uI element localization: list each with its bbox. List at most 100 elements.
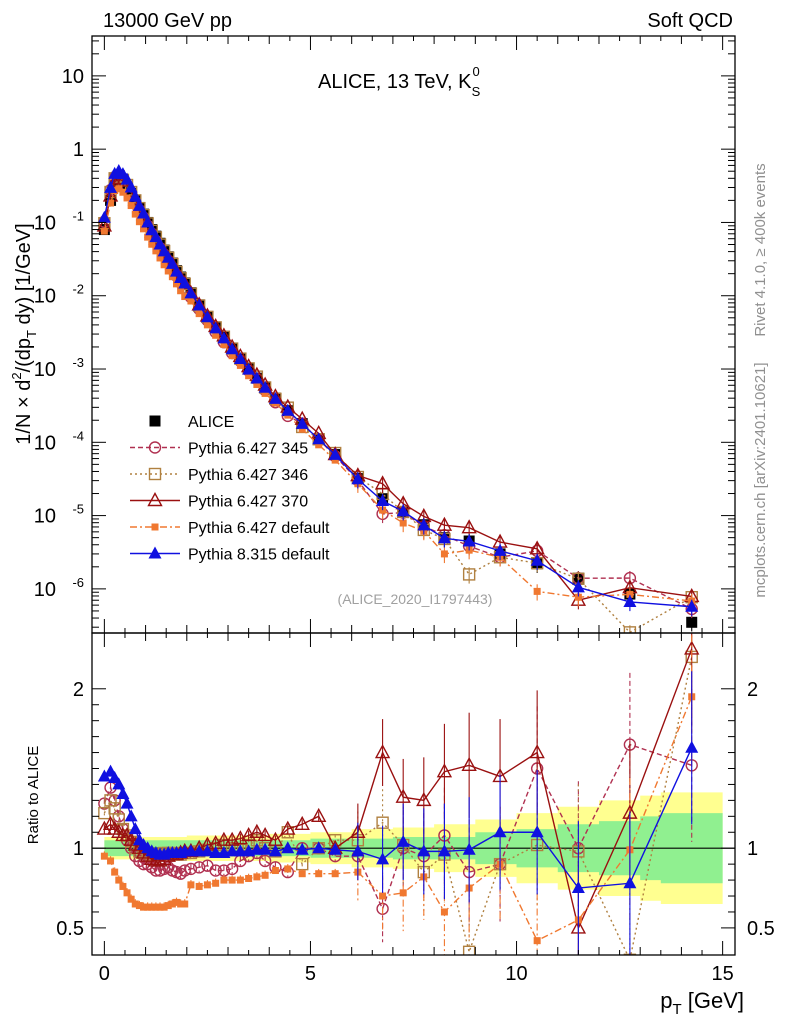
ratio-point <box>225 862 239 876</box>
main-point <box>137 206 151 219</box>
ratio-point <box>417 844 431 857</box>
main-point <box>203 321 211 329</box>
main-point <box>253 380 261 388</box>
main-point <box>281 403 295 416</box>
ratio-point <box>124 809 138 822</box>
legend-label: Pythia 6.427 370 <box>188 494 308 511</box>
ratio-point <box>168 900 176 908</box>
main-point <box>315 441 323 449</box>
rivet-version-label: Rivet 4.1.0, ≥ 400k events <box>752 163 769 336</box>
main-point <box>181 293 189 301</box>
legend-label: Pythia 6.427 345 <box>188 441 308 458</box>
main-point <box>236 361 244 369</box>
main-point <box>209 321 223 334</box>
legend-marker <box>151 523 159 531</box>
ratio-point <box>416 791 432 807</box>
ratio-point <box>249 823 265 838</box>
ratio-point <box>96 820 113 835</box>
main-point <box>148 240 156 248</box>
main-point <box>217 331 231 344</box>
ratio-point <box>294 815 310 830</box>
main-point <box>225 342 239 355</box>
main-point <box>178 276 192 289</box>
ratio-point <box>140 903 148 911</box>
ratio-point <box>258 842 272 855</box>
main-point <box>268 391 282 404</box>
ratio-point <box>184 844 198 857</box>
main-point <box>135 218 143 226</box>
ratio-point <box>571 881 585 894</box>
main-point <box>295 416 309 429</box>
main-point <box>462 568 476 581</box>
ratio-point <box>148 903 156 911</box>
ratio-y-tick-label: 1 <box>73 838 84 860</box>
main-point <box>623 594 637 607</box>
ratio-point <box>228 876 236 884</box>
ratio-point <box>233 844 247 857</box>
main-point <box>250 371 264 384</box>
ratio-point <box>172 898 180 906</box>
main-point <box>141 215 155 228</box>
ratio-point <box>112 777 126 790</box>
main-point <box>212 331 220 339</box>
main-point <box>233 351 247 364</box>
main-point <box>121 181 133 193</box>
ratio-series-group <box>96 633 700 955</box>
ratio-series-3 <box>96 633 700 955</box>
ratio-point <box>530 825 544 838</box>
main-point <box>440 550 448 558</box>
ratio-point <box>115 876 123 884</box>
analysis-id-watermark: (ALICE_2020_I1797443) <box>338 591 493 607</box>
ratio-point <box>461 756 477 772</box>
main-point <box>97 210 111 223</box>
legend: ALICE Pythia 6.427 345 Pythia 6.427 346 Pyt… <box>130 414 330 564</box>
legend-marker <box>149 415 161 427</box>
ratio-point <box>268 844 282 857</box>
ratio-point <box>462 842 476 855</box>
main-series-line <box>103 175 693 610</box>
ratio-point <box>200 844 214 857</box>
main-point <box>172 280 180 288</box>
ratio-point <box>181 900 189 908</box>
ratio-point <box>216 831 232 846</box>
main-point <box>192 298 206 311</box>
ratio-point <box>177 900 185 908</box>
mcplots-reference-label: mcplots.cern.ch [arXiv:2401.10621] <box>752 362 769 597</box>
ratio-point <box>192 844 206 857</box>
ratio-point <box>164 902 172 910</box>
ratio-x-tick-label: 10 <box>505 963 527 985</box>
ratio-point <box>462 945 476 955</box>
ratio-point <box>253 873 261 881</box>
ratio-point <box>209 845 223 858</box>
ratio-point <box>152 852 168 867</box>
main-point <box>376 494 390 507</box>
ratio-point <box>123 889 131 897</box>
main-point <box>399 519 407 527</box>
legend-marker <box>148 546 162 559</box>
ratio-point <box>258 854 272 868</box>
ratio-point <box>331 870 339 878</box>
main-series-3 <box>96 170 700 610</box>
ratio-series-line <box>103 743 692 911</box>
main-y-tick-label: 10 -3 <box>34 355 84 381</box>
legend-label: Pythia 6.427 346 <box>188 467 308 484</box>
main-point <box>686 616 698 628</box>
legend-label: Pythia 8.315 default <box>188 547 330 564</box>
main-title: ALICE, 13 TeV, K0 S <box>318 64 481 99</box>
ratio-y-tick-label-right: 1 <box>747 838 758 860</box>
ratio-point <box>111 868 119 876</box>
main-point <box>119 188 127 196</box>
main-point <box>312 432 326 445</box>
ratio-point <box>396 834 410 847</box>
main-point <box>144 233 152 241</box>
legend-marker <box>148 441 162 454</box>
main-point <box>396 504 410 517</box>
legend-label: ALICE <box>188 414 234 431</box>
main-point <box>437 531 451 544</box>
main-point <box>258 380 272 393</box>
ratio-point <box>436 763 453 778</box>
header-left: 13000 GeV pp <box>103 10 232 32</box>
main-series-2 <box>98 170 698 633</box>
ratio-point <box>236 876 244 884</box>
